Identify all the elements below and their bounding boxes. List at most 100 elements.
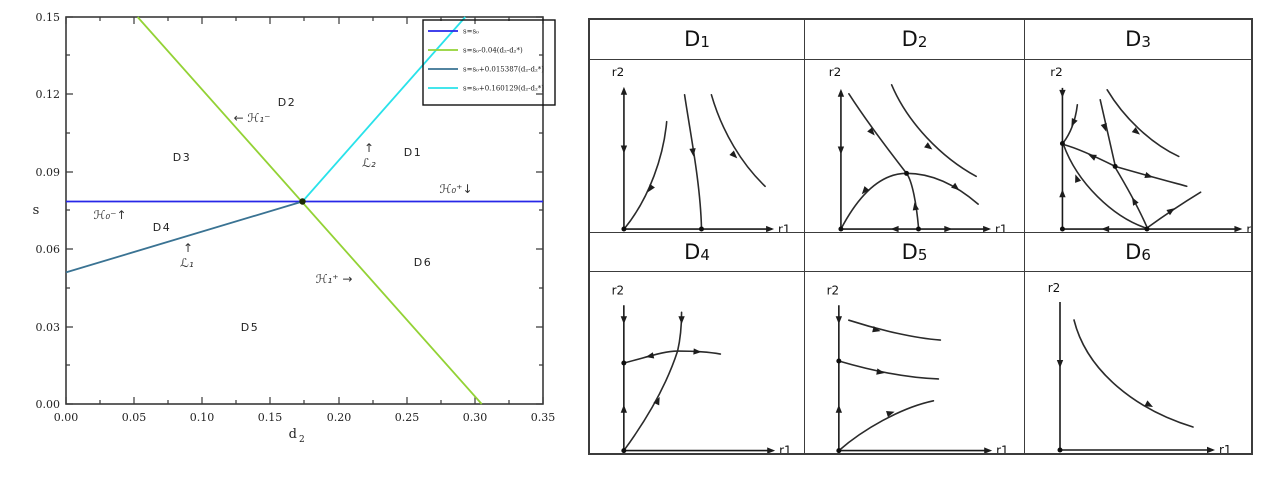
region-label-d3: D3 [173, 151, 191, 164]
y-axis-label: s [33, 203, 40, 218]
trajectory [838, 400, 935, 452]
flow-arrow [1075, 174, 1082, 183]
flow-arrow [620, 316, 628, 325]
legend-label: s=s₀-0.04(d₂-d₂*) [463, 47, 523, 55]
panel-title-prefix: D [684, 239, 701, 264]
trajectory [890, 84, 977, 178]
r2-label: r2 [612, 65, 625, 79]
panel-header-d1: D1 [590, 20, 805, 60]
panel-title-index: 6 [1141, 246, 1151, 265]
flow-arrow [1131, 127, 1140, 135]
flow-arrow [1071, 118, 1078, 127]
panel-plot-d3: r2 r1 [1025, 60, 1251, 233]
equilibrium-point [1057, 447, 1063, 453]
y-tick-label: 0.03 [36, 321, 61, 334]
trajectory [683, 94, 703, 229]
panel-plot-d5: r2 r1 [805, 272, 1025, 453]
equilibrium-point [836, 358, 842, 364]
axis-tip-arrow [837, 88, 845, 97]
annotation-l2-arrow: ↑ [364, 141, 374, 155]
axis-tip-arrow [984, 447, 993, 453]
equilibrium-point [904, 170, 910, 176]
r1-label: r1 [996, 444, 1009, 453]
flow-arrow [1100, 123, 1107, 132]
flow-arrow [653, 396, 660, 406]
equilibrium-point [621, 448, 627, 453]
panel-title-prefix: D [1125, 27, 1142, 52]
panel-title-index: 5 [917, 246, 928, 265]
flow-arrow [729, 150, 738, 159]
panel-plot-d2: r2 r1 [805, 60, 1025, 233]
plot-frame [65, 16, 544, 405]
flow-arrow [951, 182, 960, 191]
x-axis-label-sub: 2 [299, 435, 305, 445]
panel-title-index: 2 [917, 33, 928, 52]
flow-arrow [647, 183, 655, 193]
flow-arrow [835, 404, 843, 413]
panel-title-d4: D4 [684, 240, 710, 264]
panel-title-prefix: D [684, 27, 701, 52]
panel-title-index: 1 [700, 33, 710, 52]
annotation-h0-plus: ℋ₀⁺↓ [439, 182, 472, 196]
trajectory [1073, 319, 1194, 428]
r1-label: r1 [1246, 222, 1251, 232]
axis-tip-arrow [766, 225, 775, 232]
r1-label: r1 [1219, 443, 1232, 453]
panel-title-d5: D5 [902, 240, 928, 264]
legend-box [422, 19, 556, 106]
axis-tip-arrow [767, 447, 776, 453]
r1-label: r1 [778, 222, 791, 232]
flow-arrow [861, 186, 870, 195]
axis-tip-arrow [620, 86, 628, 95]
trajectory [840, 172, 979, 230]
r2-label: r2 [827, 283, 840, 297]
panel-title-index: 4 [700, 246, 710, 265]
trajectory [1062, 143, 1147, 229]
equilibrium-point [621, 360, 627, 366]
flow-arrow [912, 202, 920, 211]
legend-label: s=s₀ [463, 28, 479, 36]
flow-arrow [1059, 89, 1066, 98]
panel-title-index: 3 [1141, 33, 1151, 52]
flow-arrow [872, 326, 881, 333]
annotation-h1-plus: ℋ₁⁺ → [316, 272, 353, 286]
panel-title-d6: D6 [1125, 240, 1151, 264]
region-label-d2: D2 [278, 96, 296, 109]
phase-portrait-d4: r2 r1 [612, 283, 792, 453]
phase-portrait-d6: r2 r1 [1048, 281, 1232, 453]
boundary-line-steel [65, 200, 303, 274]
panel-plot-d6: r2 r1 [1025, 272, 1251, 453]
flow-arrow [924, 142, 933, 150]
trajectory [1099, 98, 1116, 167]
flow-arrow [1166, 208, 1175, 216]
region-label-d5: D5 [241, 321, 259, 334]
flow-arrow [890, 225, 899, 232]
axis-tip-arrow [1207, 446, 1215, 453]
flow-arrow [944, 225, 953, 232]
minor-ticks [66, 17, 543, 404]
annotation-l1: ℒ₁ [180, 256, 194, 270]
panel-title-d3: D3 [1125, 27, 1151, 51]
x-tick-label: 0.30 [463, 411, 488, 424]
flow-arrow [1144, 400, 1153, 407]
y-tick-label: 0.15 [36, 11, 61, 24]
flow-arrow [886, 411, 895, 418]
legend-label: s=s₀+0.160129(d₂-d₂*) [463, 85, 544, 93]
region-label-d6: D6 [414, 256, 432, 269]
boundary-line-green [136, 16, 483, 405]
trajectory [1146, 191, 1202, 229]
flow-arrow [1056, 360, 1064, 368]
flow-arrow [645, 352, 655, 359]
panel-plot-d4: r2 r1 [590, 272, 805, 453]
y-tick-label: 0.00 [36, 398, 61, 411]
axis-tip-arrow [983, 225, 992, 232]
region-label-d4: D4 [153, 221, 171, 234]
major-ticks [65, 16, 544, 405]
panel-header-d4: D4 [590, 233, 805, 272]
y-tick-label: 0.12 [36, 88, 61, 101]
axis-tip-arrow [1234, 225, 1243, 232]
trajectory [624, 120, 668, 229]
trajectory [1106, 89, 1180, 158]
annotation-l2: ℒ₂ [362, 156, 376, 170]
